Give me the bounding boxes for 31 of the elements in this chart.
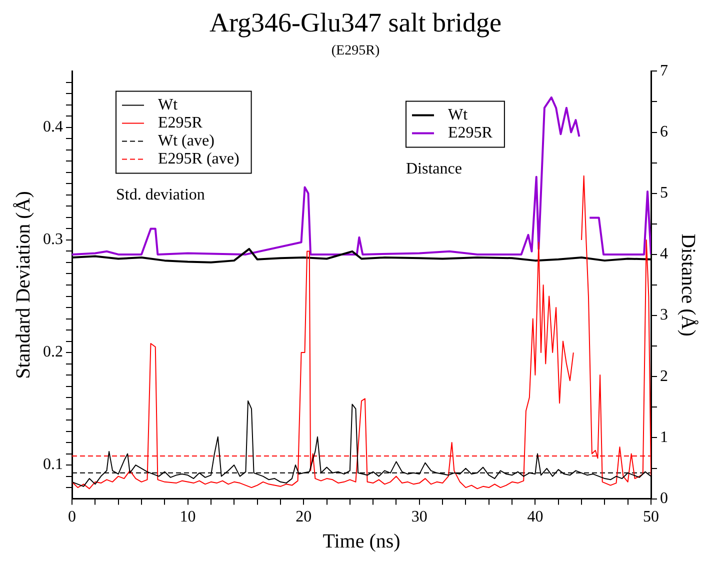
legend-label: Wt (ave) [158,132,214,150]
y2-tick-label: 3 [660,306,668,324]
chart-subtitle: (E295R) [331,43,380,58]
y2-tick-label: 7 [660,62,668,80]
legend-label: E295R [158,114,203,132]
y-tick-label: 0.4 [43,118,63,136]
y2-tick-label: 1 [660,428,668,446]
y2-tick-label: 4 [660,246,668,263]
chart-title: Arg346-Glu347 salt bridge [210,7,502,38]
x-tick-label: 30 [411,508,428,526]
annotation: Distance [406,160,462,178]
legend-label: E295R [448,124,493,142]
y2-tick-label: 6 [660,123,668,140]
legend-label: Wt [448,106,468,124]
y-axis-title: Standard Deviation (Å) [12,191,34,379]
y-tick-label: 0.3 [43,231,63,248]
legend-label: Wt [158,96,178,114]
annotation: Std. deviation [116,186,205,204]
y2-axis-title: Distance (Å) [676,234,699,336]
y-tick-label: 0.2 [43,344,63,361]
x-axis-title: Time (ns) [322,530,400,552]
x-tick-label: 50 [643,508,659,526]
y-tick-label: 0.1 [43,456,63,474]
y2-tick-label: 5 [660,184,668,202]
x-tick-label: 40 [527,508,544,526]
x-tick-label: 10 [180,508,196,526]
y2-tick-label: 2 [660,368,668,385]
legend-label: E295R (ave) [158,150,240,168]
y2-tick-label: 0 [660,490,668,508]
x-tick-label: 20 [296,508,312,526]
x-tick-label: 0 [68,508,76,526]
